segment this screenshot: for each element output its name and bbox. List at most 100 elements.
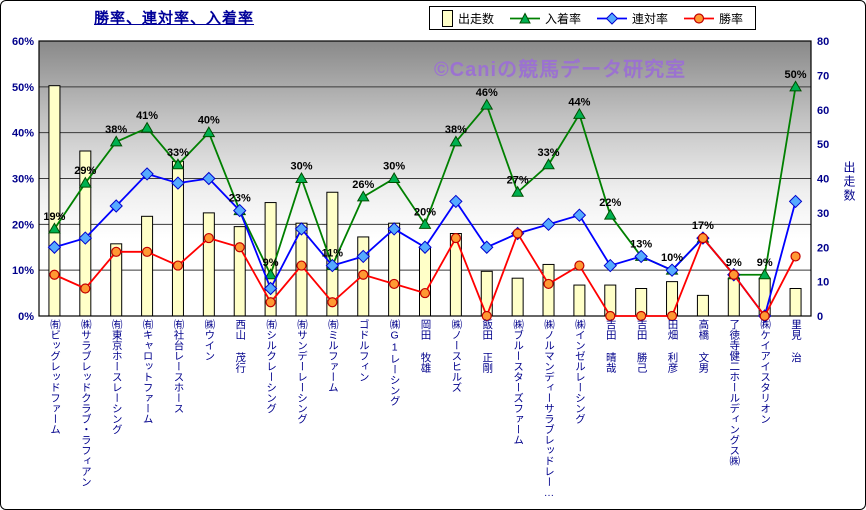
legend-label-quinella-rate: 連対率	[632, 11, 669, 26]
watermark: ©Caniの競馬データ研究室	[434, 59, 687, 81]
bar	[573, 284, 586, 317]
bar	[789, 288, 802, 317]
x-axis-label: ㈲ビッグレッドファーム	[48, 319, 61, 435]
svg-text:38%: 38%	[105, 124, 127, 136]
bar	[727, 277, 740, 317]
svg-text:50%: 50%	[785, 69, 807, 81]
x-axis-labels: ㈲ビッグレッドファーム ㈱サラブレッドクラブ・ラフィアン ㈲東京ホースレーシング ㈲キ…	[1, 319, 865, 509]
svg-text:50%: 50%	[12, 82, 34, 94]
bar-swatch-icon	[442, 9, 453, 27]
x-axis-label: 飯田 正剛	[481, 319, 494, 373]
x-axis-label: ㈱G1レーシング	[388, 319, 401, 406]
x-axis-label: 了徳寺健二ホールディングス㈱	[728, 319, 741, 466]
svg-text:17%: 17%	[692, 220, 714, 232]
svg-text:33%: 33%	[538, 147, 560, 159]
svg-text:13%: 13%	[630, 238, 652, 250]
svg-text:44%: 44%	[568, 96, 590, 108]
bar	[202, 212, 215, 317]
bar	[542, 263, 555, 317]
svg-text:40: 40	[817, 174, 829, 186]
series-line	[49, 228, 801, 322]
svg-text:19%: 19%	[43, 211, 65, 223]
svg-text:70: 70	[817, 70, 829, 82]
x-axis-label: ゴドルフィン	[357, 319, 370, 382]
legend-item-quinella-rate: 連対率	[597, 10, 668, 27]
svg-text:30%: 30%	[12, 174, 34, 186]
series-line	[47, 167, 803, 323]
svg-text:33%: 33%	[167, 147, 189, 159]
bar	[233, 226, 246, 317]
svg-text:30%: 30%	[383, 161, 405, 173]
legend-label-starts: 出走数	[458, 11, 495, 26]
svg-text:29%: 29%	[74, 165, 96, 177]
chart-title: 勝率、連対率、入着率	[94, 10, 255, 27]
bar	[48, 85, 61, 317]
bar	[480, 270, 493, 317]
diamond-marker-icon	[597, 11, 628, 25]
svg-text:30%: 30%	[290, 161, 312, 173]
svg-text:23%: 23%	[229, 193, 251, 205]
x-axis-label: ㈲社台レースホース	[172, 319, 185, 414]
svg-text:9%: 9%	[263, 257, 279, 269]
x-axis-label: ㈲東京ホースレーシング	[110, 319, 123, 435]
legend-label-win-rate: 勝率	[719, 11, 744, 26]
svg-text:20%: 20%	[12, 219, 34, 231]
y2-axis-ticks: 0 10 20 30 40 50 60 70 80	[817, 36, 829, 323]
bar	[419, 246, 431, 317]
legend-item-starts: 出走数	[442, 9, 495, 27]
svg-text:60%: 60%	[12, 36, 34, 48]
bar	[511, 277, 524, 317]
svg-text:40%: 40%	[198, 115, 220, 127]
x-axis-label: 高橋 文男	[697, 319, 710, 373]
x-axis-label: ㈲キャロットファーム	[141, 319, 154, 424]
x-axis-label: 西山 茂行	[234, 319, 247, 373]
x-axis-label: ㈱ノースヒルズ	[450, 319, 463, 393]
legend-item-win-rate: 勝率	[684, 10, 743, 27]
x-axis-label: ㈱ノルマンディーサラブレッドレー…	[543, 319, 556, 499]
svg-text:9%: 9%	[757, 257, 773, 269]
svg-text:26%: 26%	[352, 179, 374, 191]
x-axis-label: 岡田 牧雄	[419, 319, 432, 373]
svg-text:22%: 22%	[599, 197, 621, 209]
svg-text:20: 20	[817, 242, 829, 254]
legend: 出走数 入着率 連対率 勝率	[429, 6, 757, 30]
svg-text:50: 50	[817, 139, 829, 151]
x-axis-label: ㈲シルクレーシング	[265, 319, 278, 414]
x-axis-label: 吉田 晴哉	[604, 319, 617, 373]
x-axis-label: 里見 治	[790, 319, 803, 363]
svg-text:41%: 41%	[136, 110, 158, 122]
data-labels: 19% 29% 38% 41% 33% 40% 23% 9% 30% 11% 26% 30% 20% 38…	[43, 69, 806, 269]
svg-text:9%: 9%	[726, 257, 742, 269]
svg-text:10: 10	[817, 277, 829, 289]
circle-marker-icon	[684, 12, 715, 24]
svg-text:0%: 0%	[18, 311, 34, 323]
bar	[696, 294, 709, 317]
svg-text:60: 60	[817, 105, 829, 117]
svg-text:46%: 46%	[476, 87, 498, 99]
legend-label-placing-rate: 入着率	[545, 11, 582, 26]
bar	[141, 215, 154, 317]
svg-text:10%: 10%	[661, 252, 683, 264]
x-axis-label: 田畑 利彦	[666, 319, 679, 373]
x-axis-label: ㈱ケイアイスタリオン	[759, 319, 772, 424]
right-axis-title: 出走数	[842, 161, 856, 203]
x-axis-label: ㈱インゼルレーシング	[573, 319, 586, 424]
plot-border	[38, 40, 812, 317]
svg-text:20%: 20%	[414, 206, 436, 218]
x-axis-label: ㈱ブルースターズファーム	[512, 319, 525, 445]
bar	[666, 281, 679, 317]
bar	[388, 222, 401, 317]
legend-item-placing-rate: 入着率	[510, 10, 581, 27]
svg-text:27%: 27%	[507, 174, 529, 186]
svg-text:30: 30	[817, 208, 829, 220]
x-axis-label: ㈱サラブレッドクラブ・ラフィアン	[79, 319, 92, 487]
svg-text:80: 80	[817, 36, 829, 48]
x-axis-label: ㈱ウイン	[203, 319, 216, 361]
x-axis-label: ㈲ミルファーム	[326, 319, 339, 393]
x-axis-label: 吉田 勝己	[635, 319, 648, 373]
svg-text:10%: 10%	[12, 265, 34, 277]
svg-text:0: 0	[817, 311, 823, 323]
triangle-marker-icon	[510, 11, 541, 23]
